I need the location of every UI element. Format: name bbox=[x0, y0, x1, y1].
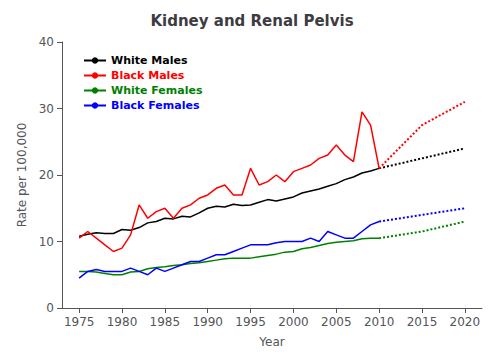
svg-text:2020: 2020 bbox=[450, 315, 481, 329]
svg-text:Black Males: Black Males bbox=[111, 69, 185, 82]
svg-text:Year: Year bbox=[258, 335, 284, 349]
svg-text:2015: 2015 bbox=[407, 315, 438, 329]
svg-text:2000: 2000 bbox=[278, 315, 309, 329]
svg-text:White Males: White Males bbox=[111, 54, 188, 67]
svg-text:Rate per 100,000: Rate per 100,000 bbox=[15, 123, 29, 228]
svg-text:Black Females: Black Females bbox=[111, 99, 200, 112]
svg-text:1985: 1985 bbox=[150, 315, 181, 329]
svg-text:0: 0 bbox=[46, 301, 54, 315]
svg-text:1995: 1995 bbox=[235, 315, 266, 329]
svg-text:40: 40 bbox=[39, 35, 54, 49]
svg-text:20: 20 bbox=[39, 168, 54, 182]
svg-text:1980: 1980 bbox=[107, 315, 138, 329]
svg-text:2005: 2005 bbox=[321, 315, 352, 329]
svg-text:White Females: White Females bbox=[111, 84, 203, 97]
svg-text:2010: 2010 bbox=[364, 315, 395, 329]
svg-text:Kidney and Renal Pelvis: Kidney and Renal Pelvis bbox=[150, 12, 353, 30]
svg-text:1975: 1975 bbox=[64, 315, 95, 329]
svg-text:1990: 1990 bbox=[192, 315, 223, 329]
svg-text:10: 10 bbox=[39, 235, 54, 249]
svg-text:30: 30 bbox=[39, 102, 54, 116]
